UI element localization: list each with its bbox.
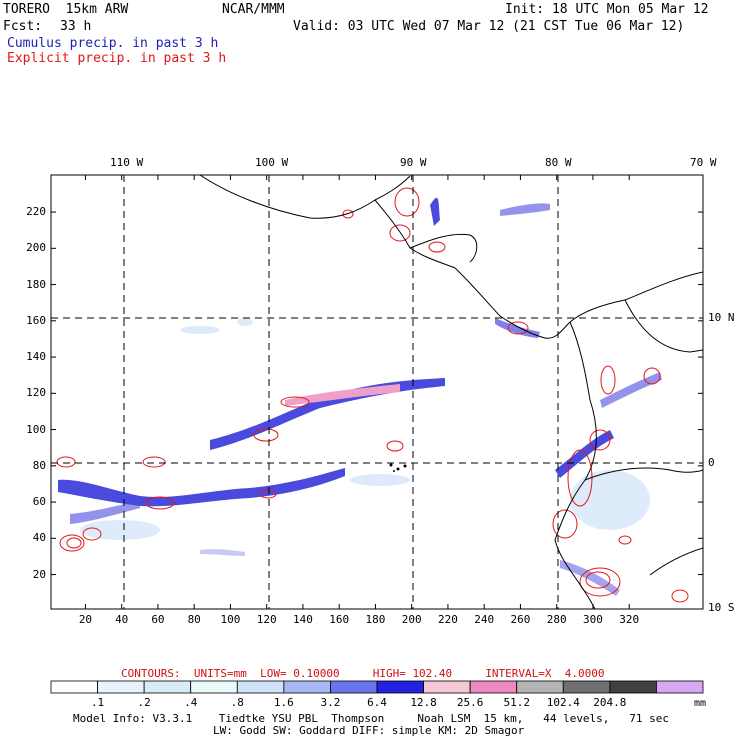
- colorbar-swatch: [609, 680, 657, 694]
- contours-low: LOW= 0.10000: [260, 667, 340, 680]
- x-tick-label: 40: [115, 613, 129, 626]
- init-time: Init: 18 UTC Mon 05 Mar 12: [505, 2, 709, 17]
- colorbar-label: .8: [230, 696, 244, 709]
- x-tick-label: 220: [438, 613, 458, 626]
- model-info: Model Info: V3.3.1 Tiedtke YSU PBL Thomp…: [73, 712, 670, 725]
- colorbar-label: 51.2: [503, 696, 530, 709]
- contours-units: UNITS=mm: [193, 667, 247, 680]
- x-tick-label: 120: [256, 613, 277, 626]
- colorbar-label: 102.4: [546, 696, 580, 709]
- y-axis-ticks: [51, 211, 703, 576]
- colorbar-swatch: [143, 680, 192, 694]
- valid-time: Valid: 03 UTC Wed 07 Mar 12 (21 CST Tue …: [293, 19, 685, 34]
- x-tick-label: 320: [619, 613, 640, 626]
- colorbar-swatch: [330, 680, 378, 694]
- x-tick-label: 140: [293, 613, 313, 626]
- lon-label-110w: 110 W: [110, 156, 144, 169]
- y-tick-label: 140: [26, 350, 46, 364]
- galapagos-islands: [389, 463, 407, 472]
- lon-label-90w: 90 W: [400, 156, 427, 169]
- explicit-legend: Explicit precip. in past 3 h: [7, 51, 227, 66]
- heavy-precip-core: [285, 384, 400, 406]
- y-tick-label: 180: [26, 277, 46, 291]
- x-tick-label: 60: [151, 613, 165, 626]
- contours-interval: INTERVAL=X 4.0000: [485, 667, 605, 680]
- x-tick-label: 80: [187, 613, 201, 626]
- colorbar-swatch: [50, 680, 98, 694]
- y-tick-label: 100: [26, 422, 46, 436]
- x-tick-label: 280: [546, 613, 567, 626]
- colorbar-swatch: [376, 680, 424, 694]
- x-tick-label: 20: [78, 613, 93, 626]
- colorbar-label: 1.6: [273, 696, 294, 709]
- contours-label: CONTOURS:: [121, 667, 181, 680]
- colorbar-swatch: [516, 680, 564, 694]
- y-tick-label: 20: [32, 567, 46, 581]
- lon-label-80w: 80 W: [545, 156, 572, 169]
- colorbar-label: .1: [90, 696, 105, 709]
- lat-label-10s: 10 S: [708, 601, 735, 614]
- colorbar-swatch: [283, 680, 331, 694]
- colorbar-swatch: [562, 680, 611, 694]
- forecast-label: Fcst:: [3, 19, 43, 34]
- forecast-hours: 33 h: [60, 19, 92, 34]
- colorbar-label: 3.2: [320, 696, 341, 709]
- colorbar-label: 12.8: [410, 696, 437, 709]
- contours-high: HIGH= 102.40: [372, 667, 453, 680]
- lat-label-10n: 10 N: [708, 311, 735, 324]
- latlon-grid: [51, 175, 703, 609]
- colorbar-swatch: [423, 680, 471, 694]
- y-tick-label: 80: [32, 458, 46, 472]
- x-tick-label: 240: [474, 613, 495, 626]
- cumulus-precip-areas: [58, 197, 662, 596]
- colorbar-label: .2: [137, 696, 151, 709]
- colorbar-unit: mm: [694, 698, 707, 709]
- map-frame: [50, 174, 704, 610]
- light-precip-areas: [80, 318, 650, 540]
- colorbar-swatch: [236, 680, 285, 694]
- explicit-precip-contours: [56, 187, 689, 603]
- model-title: TORERO 15km ARW: [3, 2, 129, 17]
- y-tick-label: 160: [26, 313, 46, 327]
- y-tick-label: 120: [26, 386, 46, 400]
- colorbar-swatch: [97, 680, 145, 694]
- contours-info: CONTOURS: UNITS=mm LOW= 0.10000 HIGH= 10…: [121, 667, 605, 680]
- lon-label-100w: 100 W: [255, 156, 289, 169]
- colorbar-label: 204.8: [593, 696, 627, 709]
- lat-label-0: 0: [708, 456, 715, 469]
- cumulus-legend: Cumulus precip. in past 3 h: [7, 36, 219, 51]
- organization-label: NCAR/MMM: [222, 2, 285, 17]
- x-tick-label: 180: [365, 613, 386, 626]
- colorbar-swatch: [656, 680, 704, 694]
- x-tick-label: 200: [401, 613, 422, 626]
- colorbar-swatch: [469, 680, 518, 694]
- colorbar-label: 6.4: [367, 696, 387, 709]
- lon-label-70w: 70 W: [690, 156, 717, 169]
- x-tick-label: 260: [510, 613, 531, 626]
- colorbar-label: 25.6: [456, 696, 484, 709]
- y-tick-label: 40: [32, 531, 46, 545]
- y-tick-label: 220: [26, 205, 46, 219]
- physics-info: LW: Godd SW: Goddard DIFF: simple KM: 2D…: [213, 724, 525, 737]
- x-tick-label: 160: [329, 613, 350, 626]
- y-tick-label: 60: [32, 495, 46, 509]
- x-tick-label: 300: [583, 613, 603, 626]
- x-tick-label: 100: [220, 613, 241, 626]
- coastlines: [199, 175, 703, 609]
- colorbar-label: .4: [184, 696, 198, 709]
- colorbar-swatch: [190, 680, 238, 694]
- x-axis-ticks: [84, 175, 630, 609]
- y-tick-label: 200: [26, 241, 46, 255]
